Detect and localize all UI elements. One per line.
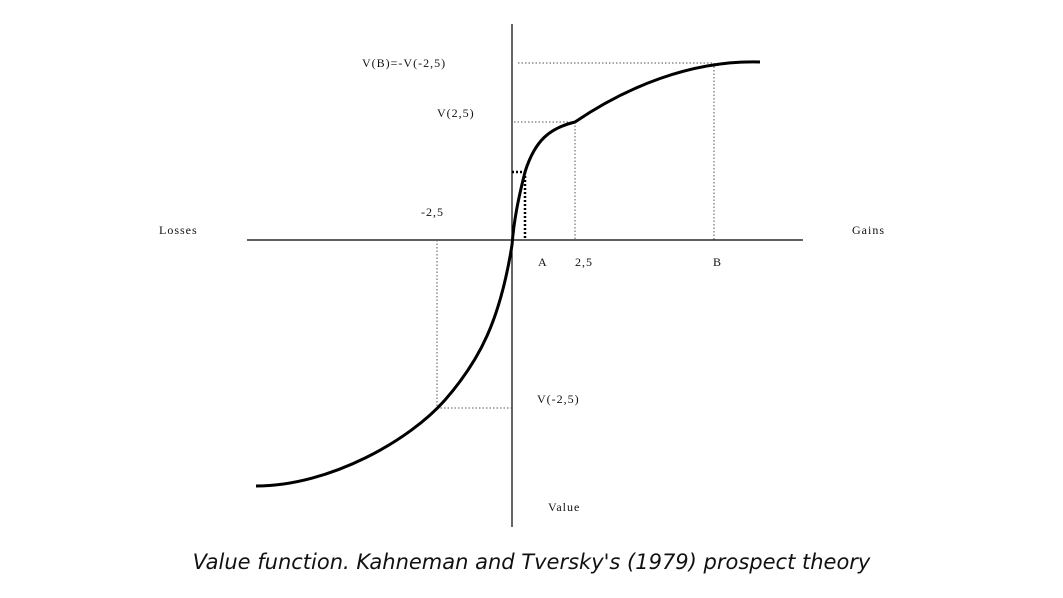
point-b-label: B <box>713 255 722 269</box>
value-axis-label: Value <box>548 500 580 514</box>
guide-lines <box>436 62 715 409</box>
minus25-label: -2,5 <box>421 205 444 219</box>
value-curve <box>255 60 761 488</box>
losses-label: Losses <box>159 223 198 237</box>
vb-label: V(B)=-V(-2,5) <box>362 56 446 70</box>
figure-caption: Value function. Kahneman and Tversky's (… <box>192 550 871 574</box>
v25-label: V(2,5) <box>437 106 475 120</box>
gains-label: Gains <box>852 223 885 237</box>
point-25-label: 2,5 <box>575 255 593 269</box>
point-a-label: A <box>538 255 548 269</box>
vminus25-label: V(-2,5) <box>537 392 580 406</box>
